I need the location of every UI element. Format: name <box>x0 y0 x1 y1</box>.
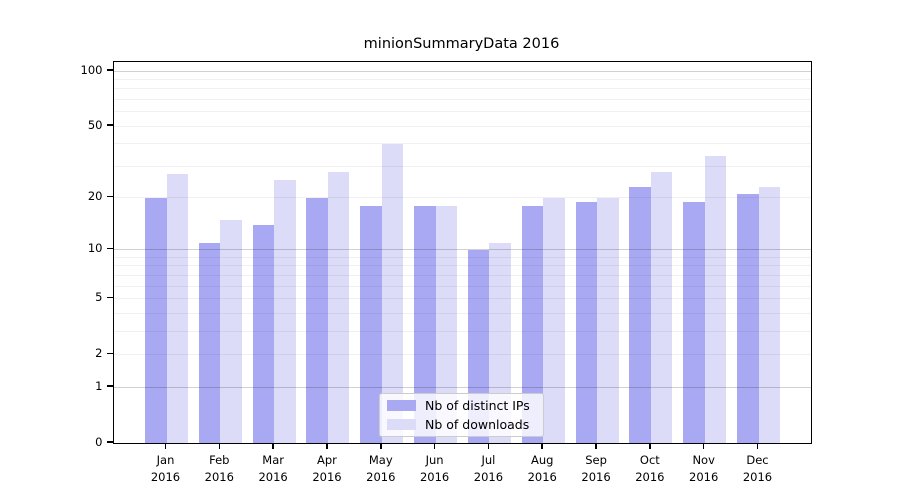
y-tick-2 <box>106 352 113 355</box>
x-tick-feb <box>218 443 221 449</box>
bar-downloads-feb <box>220 219 242 443</box>
gridline-y-3 <box>114 330 811 332</box>
bar-downloads-oct <box>650 171 673 443</box>
x-tick-label-jul: Jul 2016 <box>473 453 504 484</box>
bar-downloads-nov <box>704 156 727 443</box>
x-tick-label-apr: Apr 2016 <box>312 453 342 484</box>
bar-downloads-sep <box>597 197 619 443</box>
y-tick-5 <box>106 296 113 299</box>
y-tick-label-20: 20 <box>87 189 103 204</box>
y-tick-label-100: 100 <box>80 62 103 77</box>
gridline-y-80 <box>114 88 811 90</box>
bar-ips-jan <box>145 197 167 443</box>
x-tick-label-feb: Feb 2016 <box>204 453 234 484</box>
legend-swatch-distinct-ips <box>387 400 416 411</box>
gridline-y-8 <box>114 265 811 267</box>
x-tick-jun <box>433 443 436 449</box>
bar-downloads-jun <box>435 205 458 443</box>
bar-downloads-dec <box>758 186 780 443</box>
bar-downloads-mar <box>274 180 296 443</box>
gridline-y-7 <box>114 274 811 276</box>
gridline-y-10 <box>114 249 811 251</box>
bar-ips-may <box>360 205 382 443</box>
gridline-y-50 <box>114 125 811 127</box>
bar-ips-oct <box>629 186 651 443</box>
gridline-y-2 <box>114 353 811 355</box>
bar-downloads-jul <box>489 242 511 443</box>
x-tick-apr <box>326 443 328 449</box>
y-tick-label-1: 1 <box>95 378 103 393</box>
y-tick-label-50: 50 <box>87 117 103 132</box>
gridline-y-1 <box>114 386 811 388</box>
x-tick-label-jun: Jun 2016 <box>419 453 450 484</box>
gridline-y-70 <box>114 98 811 100</box>
bar-ips-aug <box>521 205 544 443</box>
y-tick-0 <box>106 441 113 443</box>
bar-downloads-may <box>381 143 404 443</box>
x-tick-may <box>380 443 382 449</box>
legend-item-distinct-ips: Nb of distinct IPs <box>387 398 535 413</box>
gridline-y-9 <box>114 256 811 258</box>
x-tick-label-jan: Jan 2016 <box>150 453 181 484</box>
gridline-y-5 <box>114 298 811 300</box>
gridline-y-60 <box>114 111 811 113</box>
y-tick-label-2: 2 <box>95 345 103 360</box>
legend-label-downloads: Nb of downloads <box>425 417 530 432</box>
bar-downloads-jan <box>166 174 188 443</box>
bar-ips-mar <box>252 224 275 443</box>
gridline-y-30 <box>114 165 811 167</box>
chart-title: minionSummaryData 2016 <box>363 36 560 52</box>
x-tick-label-may: May 2016 <box>366 453 396 484</box>
x-tick-sep <box>595 443 597 449</box>
legend-swatch-downloads <box>387 419 416 430</box>
x-tick-dec <box>756 443 759 449</box>
x-tick-nov <box>702 443 705 449</box>
y-tick-20 <box>106 195 113 198</box>
x-tick-oct <box>649 443 651 449</box>
gridline-y-4 <box>114 312 811 314</box>
bar-downloads-apr <box>327 171 350 443</box>
legend: Nb of distinct IPs Nb of downloads <box>379 393 544 437</box>
x-tick-label-sep: Sep 2016 <box>581 453 611 484</box>
bar-ips-dec <box>737 193 759 443</box>
plot-area <box>113 61 812 444</box>
bar-ips-feb <box>198 242 221 443</box>
x-tick-label-dec: Dec 2016 <box>742 453 773 484</box>
x-tick-label-nov: Nov 2016 <box>689 453 719 484</box>
gridline-y-20 <box>114 197 811 199</box>
bar-downloads-aug <box>543 197 565 443</box>
y-tick-100 <box>106 69 113 71</box>
x-tick-jan <box>164 443 167 449</box>
y-tick-label-5: 5 <box>95 290 103 305</box>
x-tick-mar <box>272 443 274 449</box>
y-tick-label-0: 0 <box>95 434 103 449</box>
bar-ips-apr <box>306 197 328 443</box>
x-tick-aug <box>541 443 543 449</box>
bar-ips-sep <box>575 201 598 443</box>
gridline-y-40 <box>114 143 811 145</box>
x-tick-label-oct: Oct 2016 <box>635 453 665 484</box>
y-tick-1 <box>106 385 113 387</box>
x-tick-jul <box>487 443 490 449</box>
x-tick-label-mar: Mar 2016 <box>258 453 288 484</box>
gridline-y-6 <box>114 285 811 287</box>
y-tick-50 <box>106 124 113 126</box>
legend-label-distinct-ips: Nb of distinct IPs <box>425 398 530 413</box>
legend-item-downloads: Nb of downloads <box>387 417 535 432</box>
gridline-y-100 <box>114 70 811 72</box>
bar-ips-jun <box>414 205 436 443</box>
x-tick-label-aug: Aug 2016 <box>527 453 557 484</box>
bar-ips-nov <box>683 201 705 443</box>
gridline-y-90 <box>114 78 811 80</box>
y-tick-10 <box>106 247 113 250</box>
y-tick-label-10: 10 <box>87 241 103 256</box>
